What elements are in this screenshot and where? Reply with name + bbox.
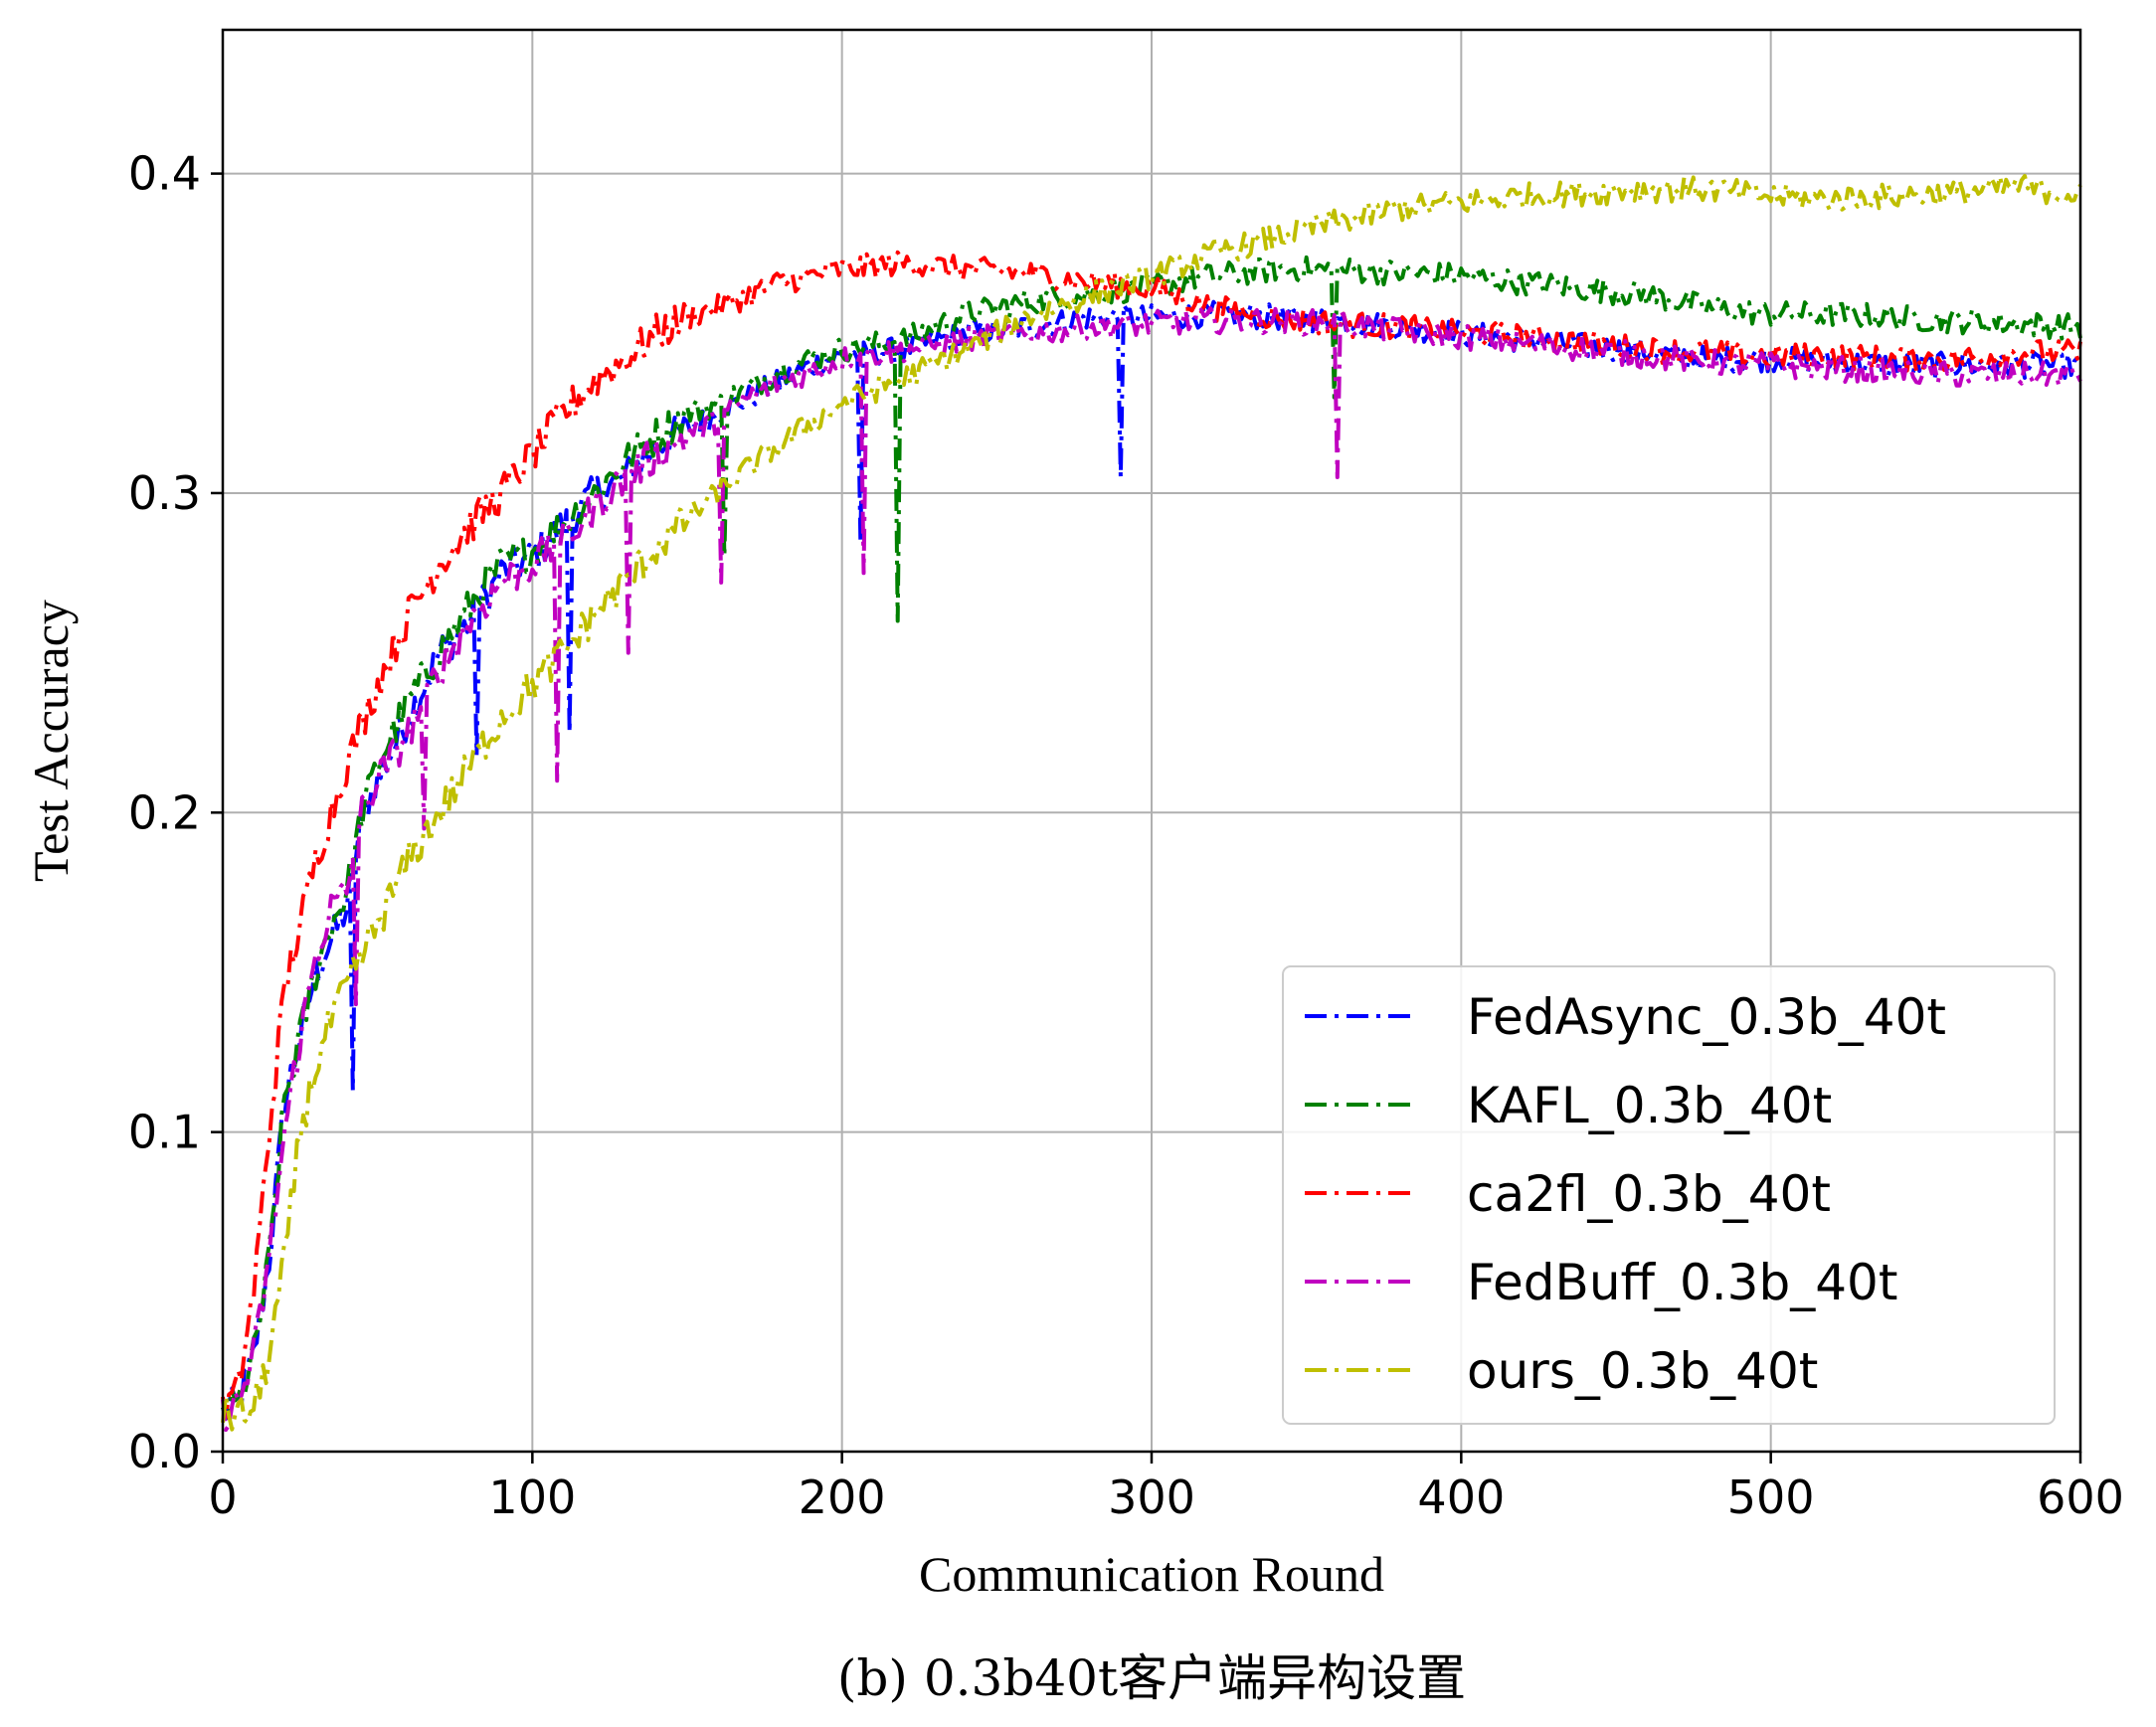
x-tick-label: 400	[1417, 1470, 1505, 1524]
x-axis-title: Communication Round	[919, 1546, 1384, 1602]
series-line-FedBuff_0.3b_40t	[221, 306, 2082, 1433]
y-tick-label: 0.3	[128, 466, 201, 520]
x-tick-label: 0	[208, 1470, 237, 1524]
series-line-ours_0.3b_40t	[221, 174, 2082, 1432]
y-tick-label: 0.0	[128, 1425, 201, 1478]
legend-label: KAFL_0.3b_40t	[1467, 1077, 1832, 1134]
y-tick-label: 0.4	[128, 147, 201, 201]
legend-label: ca2fl_0.3b_40t	[1467, 1165, 1831, 1223]
series-line-KAFL_0.3b_40t	[221, 255, 2082, 1420]
legend-label: FedBuff_0.3b_40t	[1467, 1254, 1897, 1311]
y-tick-label: 0.2	[128, 785, 201, 839]
x-tick-label: 200	[799, 1470, 886, 1524]
legend: FedAsync_0.3b_40t KAFL_0.3b_40t ca2fl_0.3b…	[1282, 965, 2056, 1425]
series-lines	[221, 174, 2082, 1433]
y-tick-label: 0.1	[128, 1106, 201, 1159]
legend-label: ours_0.3b_40t	[1467, 1342, 1818, 1400]
figure-caption: (b) 0.3b40t客户端异构设置	[837, 1649, 1466, 1707]
legend-box	[1282, 965, 2056, 1425]
y-axis-title: Test Accuracy	[23, 600, 79, 882]
legend-label: FedAsync_0.3b_40t	[1467, 988, 1946, 1046]
series-line-ca2fl_0.3b_40t	[221, 250, 2082, 1420]
x-tick-label: 300	[1108, 1470, 1195, 1524]
axis-ticks: 0 100 200 300 400 500 600 0.0 0.1 0.2 0.3 0.4	[128, 147, 2124, 1524]
grid	[222, 30, 2081, 1453]
x-tick-label: 500	[1727, 1470, 1815, 1524]
x-tick-label: 600	[2037, 1470, 2124, 1524]
x-tick-label: 100	[488, 1470, 576, 1524]
